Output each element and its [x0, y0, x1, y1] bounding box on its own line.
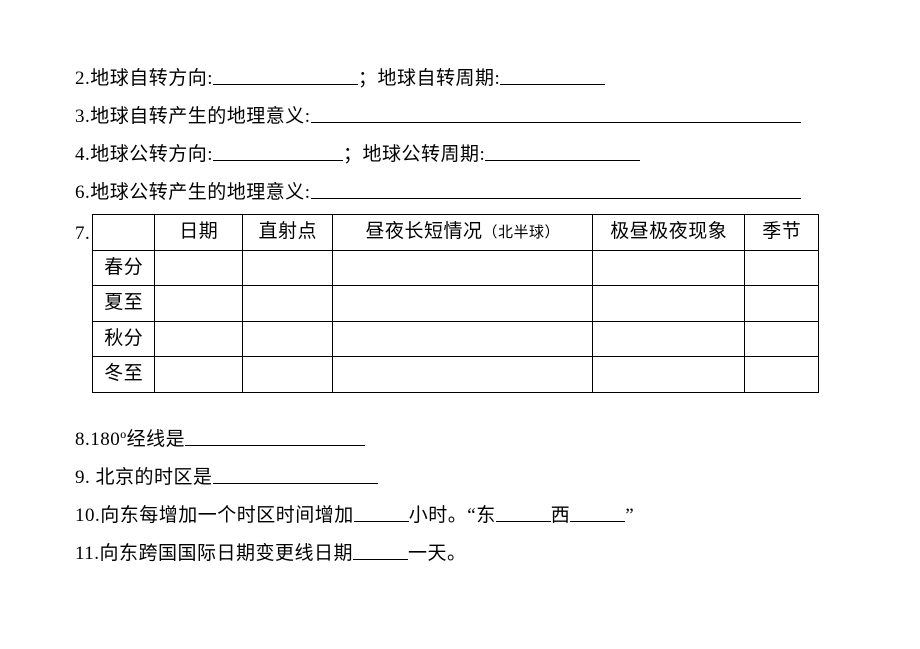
q2-text-b: ；地球自转周期: — [358, 68, 500, 89]
cell[interactable] — [243, 321, 333, 357]
q10-blank-1[interactable] — [354, 499, 409, 522]
th-subsolar: 直射点 — [243, 215, 333, 251]
table-row: 夏至 — [93, 286, 819, 322]
question-3: 3.地球自转产生的地理意义: — [75, 98, 845, 136]
question-4: 4.地球公转方向: ；地球公转周期: — [75, 136, 845, 174]
q6-blank[interactable] — [311, 176, 801, 199]
cell[interactable] — [593, 357, 745, 393]
q7-number: 7. — [75, 212, 90, 253]
row-label-spring: 春分 — [93, 250, 155, 286]
cell[interactable] — [155, 357, 243, 393]
th-daylength: 昼夜长短情况（北半球） — [333, 215, 593, 251]
th-season: 季节 — [745, 215, 819, 251]
q4-blank-2[interactable] — [485, 138, 640, 161]
spacer — [75, 393, 845, 421]
cell[interactable] — [745, 286, 819, 322]
cell[interactable] — [745, 321, 819, 357]
cell[interactable] — [593, 250, 745, 286]
solar-terms-table: 日期 直射点 昼夜长短情况（北半球） 极昼极夜现象 季节 春分 夏至 — [92, 214, 819, 393]
cell[interactable] — [745, 357, 819, 393]
q4-blank-1[interactable] — [213, 138, 343, 161]
cell[interactable] — [333, 286, 593, 322]
cell[interactable] — [243, 250, 333, 286]
table-row: 秋分 — [93, 321, 819, 357]
question-8: 8.180º经线是 — [75, 421, 845, 459]
q10-text-c: 西 — [551, 505, 571, 526]
q8-blank[interactable] — [185, 423, 365, 446]
table-header-row: 日期 直射点 昼夜长短情况（北半球） 极昼极夜现象 季节 — [93, 215, 819, 251]
q4-text-a: 4.地球公转方向: — [75, 144, 213, 165]
q10-blank-2[interactable] — [496, 499, 551, 522]
q8-text: 8.180º经线是 — [75, 429, 185, 450]
th-daylength-note: （北半球） — [483, 225, 561, 241]
cell[interactable] — [155, 286, 243, 322]
cell[interactable] — [243, 357, 333, 393]
question-2: 2.地球自转方向: ；地球自转周期: — [75, 60, 845, 98]
cell[interactable] — [745, 250, 819, 286]
row-label-winter: 冬至 — [93, 357, 155, 393]
q3-blank[interactable] — [311, 100, 801, 123]
cell[interactable] — [155, 250, 243, 286]
row-label-summer: 夏至 — [93, 286, 155, 322]
cell[interactable] — [333, 321, 593, 357]
th-blank — [93, 215, 155, 251]
q11-text-a: 11.向东跨国国际日期变更线日期 — [75, 543, 353, 564]
q4-text-b: ；地球公转周期: — [343, 144, 485, 165]
worksheet-page: 2.地球自转方向: ；地球自转周期: 3.地球自转产生的地理意义: 4.地球公转方… — [0, 0, 920, 613]
q2-blank-1[interactable] — [213, 62, 358, 85]
th-date: 日期 — [155, 215, 243, 251]
th-daylength-main: 昼夜长短情况 — [365, 221, 482, 242]
q6-text: 6.地球公转产生的地理意义: — [75, 182, 311, 203]
cell[interactable] — [593, 321, 745, 357]
question-7: 7. 日期 直射点 昼夜长短情况（北半球） 极昼极夜现象 季节 春分 夏至 — [75, 212, 845, 393]
q2-blank-2[interactable] — [500, 62, 605, 85]
table-row: 冬至 — [93, 357, 819, 393]
cell[interactable] — [333, 357, 593, 393]
q10-text-a: 10.向东每增加一个时区时间增加 — [75, 505, 354, 526]
cell[interactable] — [593, 286, 745, 322]
question-9: 9. 北京的时区是 — [75, 459, 845, 497]
q9-blank[interactable] — [213, 461, 378, 484]
q2-text-a: 2.地球自转方向: — [75, 68, 213, 89]
question-6: 6.地球公转产生的地理意义: — [75, 174, 845, 212]
q10-blank-3[interactable] — [570, 499, 625, 522]
table-row: 春分 — [93, 250, 819, 286]
q11-blank[interactable] — [353, 537, 408, 560]
row-label-autumn: 秋分 — [93, 321, 155, 357]
q9-text: 9. 北京的时区是 — [75, 467, 213, 488]
question-11: 11.向东跨国国际日期变更线日期 一天。 — [75, 535, 845, 573]
q11-text-b: 一天。 — [408, 543, 467, 564]
q10-text-d: ” — [625, 505, 634, 526]
question-10: 10.向东每增加一个时区时间增加 小时。“东 西 ” — [75, 497, 845, 535]
cell[interactable] — [155, 321, 243, 357]
q3-text: 3.地球自转产生的地理意义: — [75, 106, 311, 127]
th-polar: 极昼极夜现象 — [593, 215, 745, 251]
cell[interactable] — [333, 250, 593, 286]
q10-text-b: 小时。“东 — [409, 505, 496, 526]
cell[interactable] — [243, 286, 333, 322]
